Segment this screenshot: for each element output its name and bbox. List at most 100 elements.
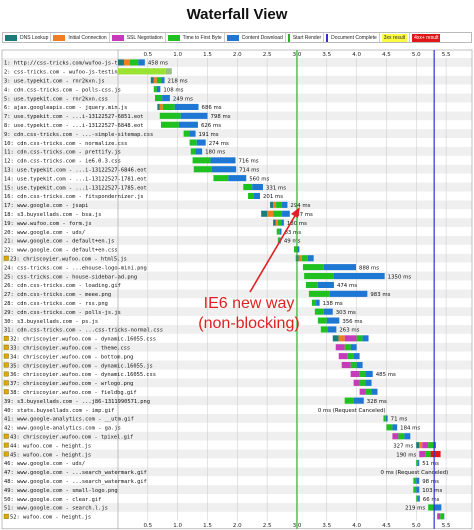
timing-bar-ttfb <box>317 317 327 324</box>
row-duration-label: 983 ms <box>370 292 390 298</box>
legend-item: SSL Negotiation <box>110 33 166 42</box>
row-url-label: 40: stats.buysellads.com - imp.gif <box>4 408 114 414</box>
lock-icon <box>3 513 9 519</box>
legend-label: 4xx+ result <box>412 33 441 42</box>
row-url-label: 1: http://css-tricks.com/wufoo-js-testin… <box>4 61 144 67</box>
row-url-label: 2: css-tricks.com - wufoo-js-testing-new <box>4 70 135 76</box>
timing-bar-dl <box>195 148 203 155</box>
timing-bar-dl <box>416 477 420 484</box>
row-duration-label: 487 ms <box>293 212 313 218</box>
row-background <box>2 333 472 343</box>
legend-label: DNS Lookup <box>20 34 49 41</box>
timing-bar-dns <box>332 335 339 342</box>
legend-label: 3xx result <box>381 33 408 42</box>
timing-bar-dns <box>157 103 160 110</box>
row-url-label: 50: www.google.com - clear.gif <box>4 497 101 503</box>
timing-bar-dl <box>371 388 378 395</box>
row-url-label: 52: wufoo.com - height.js <box>10 515 91 521</box>
timing-bar-ssl <box>422 442 429 449</box>
row-url-label: 41: www.google-analytics.com - __utm.gif <box>4 417 134 423</box>
row-duration-label: 201 ms <box>263 194 283 200</box>
row-background <box>2 476 472 486</box>
row-url-label: 26: cdn.css-tricks.com - loading.gif <box>4 283 121 289</box>
row-duration-label: 485 ms <box>376 372 396 378</box>
row-url-label: 46: www.google.com - uds/ <box>4 461 85 467</box>
timing-bar-ssl <box>335 344 345 351</box>
timing-bar-dl <box>211 166 237 173</box>
legend-line-marker <box>326 33 329 42</box>
row-background <box>2 369 472 379</box>
row-url-label: 30: s3.buysellads.com - ps.js <box>4 319 98 325</box>
legend-swatch <box>111 34 124 41</box>
row-background <box>2 271 472 281</box>
timing-bar-dl <box>434 504 442 511</box>
lock-icon <box>3 255 9 261</box>
timing-bar-ttfb <box>428 442 435 449</box>
timing-bar-dl <box>416 486 420 493</box>
lock-icon <box>3 380 9 386</box>
row-url-label: 38: chriscoyier.wufoo.com - fieldbg.gif <box>10 390 137 396</box>
timing-bar-ssl <box>437 513 441 520</box>
timing-bar-ttfb <box>320 326 328 333</box>
legend-item: Document Complete <box>324 33 380 42</box>
timing-bar-ttfb <box>183 130 190 137</box>
row-duration-label: 83 ms <box>284 230 301 236</box>
timing-bar-dl <box>385 415 388 422</box>
row-background <box>2 431 472 441</box>
timing-bar-ttfb <box>193 166 212 173</box>
timing-bar-conn <box>153 77 157 84</box>
timing-bar-dl <box>189 130 196 137</box>
timing-bar-ttfb <box>305 281 318 288</box>
row-background <box>2 111 472 121</box>
timing-bar-ttfb <box>156 77 162 84</box>
timing-bar-ttfb <box>273 210 283 217</box>
timing-bar-ssl <box>392 433 399 440</box>
annotation-arrow-shaft <box>249 213 297 293</box>
timing-bar-dl <box>254 192 260 199</box>
row-duration-label: 328 ms <box>367 399 387 405</box>
timing-bar-dns <box>118 59 124 66</box>
row-url-label: 49: www.google.com - small-logo.png <box>4 488 118 494</box>
legend: DNS Lookup Initial Connection SSL Negotiat… <box>2 32 472 43</box>
timing-bar-ttfb <box>386 424 393 431</box>
row-background <box>2 316 472 325</box>
axis-tick-label-bottom: 3.5 <box>322 523 331 529</box>
timing-bar-dl <box>174 103 199 110</box>
row-url-label: 25: css-tricks.com - house-sidebar-ad.pn… <box>4 274 137 280</box>
row-url-label: 21: www.google.com - default+en.js <box>4 239 114 245</box>
chart-frame <box>1 49 473 530</box>
axis-tick-label-top: 4.5 <box>382 52 391 58</box>
row-duration-label: 108 ms <box>163 87 183 93</box>
row-background <box>2 289 472 299</box>
timing-bar-dl <box>404 433 411 440</box>
timing-bar-dl <box>252 184 263 191</box>
row-background <box>2 494 472 503</box>
row-duration-label: 191 ms <box>199 132 219 138</box>
row-duration-label: 303 ms <box>336 310 356 316</box>
timing-bar-dl <box>365 379 372 386</box>
timing-bar-dl <box>282 210 290 217</box>
row-background <box>2 120 472 130</box>
row-duration-label: 458 ms <box>148 61 168 67</box>
legend-label: Initial Connection <box>68 34 107 41</box>
row-url-label: 45: wufoo.com - height.js <box>10 452 91 458</box>
timing-bar-conn <box>298 255 302 262</box>
row-url-label: 20: www.google.com - uds/ <box>4 230 85 236</box>
row-url-label: 48: www.google.com - ...search_watermark… <box>4 479 147 485</box>
row-duration-label: 560 ms <box>249 176 269 182</box>
row-url-label: 24: css-tricks.com - ...ehouse-logo-mini… <box>4 265 147 271</box>
legend-swatch <box>5 34 17 41</box>
timing-bar-ttfb <box>276 201 283 208</box>
timing-bar-ttfb <box>308 290 330 297</box>
row-url-label: 27: cdn.css-tricks.com - meee.png <box>4 292 111 298</box>
axis-tick-label-top: 2.0 <box>233 52 242 58</box>
annotation-text: IE6 new way (non-blocking) <box>184 294 314 334</box>
timing-bar-dns <box>273 219 276 226</box>
row-duration-label: 716 ms <box>239 159 259 165</box>
row-url-label: 37: chriscoyier.wufoo.com - wrlogo.png <box>10 381 133 387</box>
row-duration-label: 798 ms <box>210 114 230 120</box>
row-duration-label: 888 ms <box>359 265 379 271</box>
timing-bar-ttfb <box>301 255 308 262</box>
row-background <box>2 93 472 103</box>
timing-bar-ssl <box>350 370 360 377</box>
